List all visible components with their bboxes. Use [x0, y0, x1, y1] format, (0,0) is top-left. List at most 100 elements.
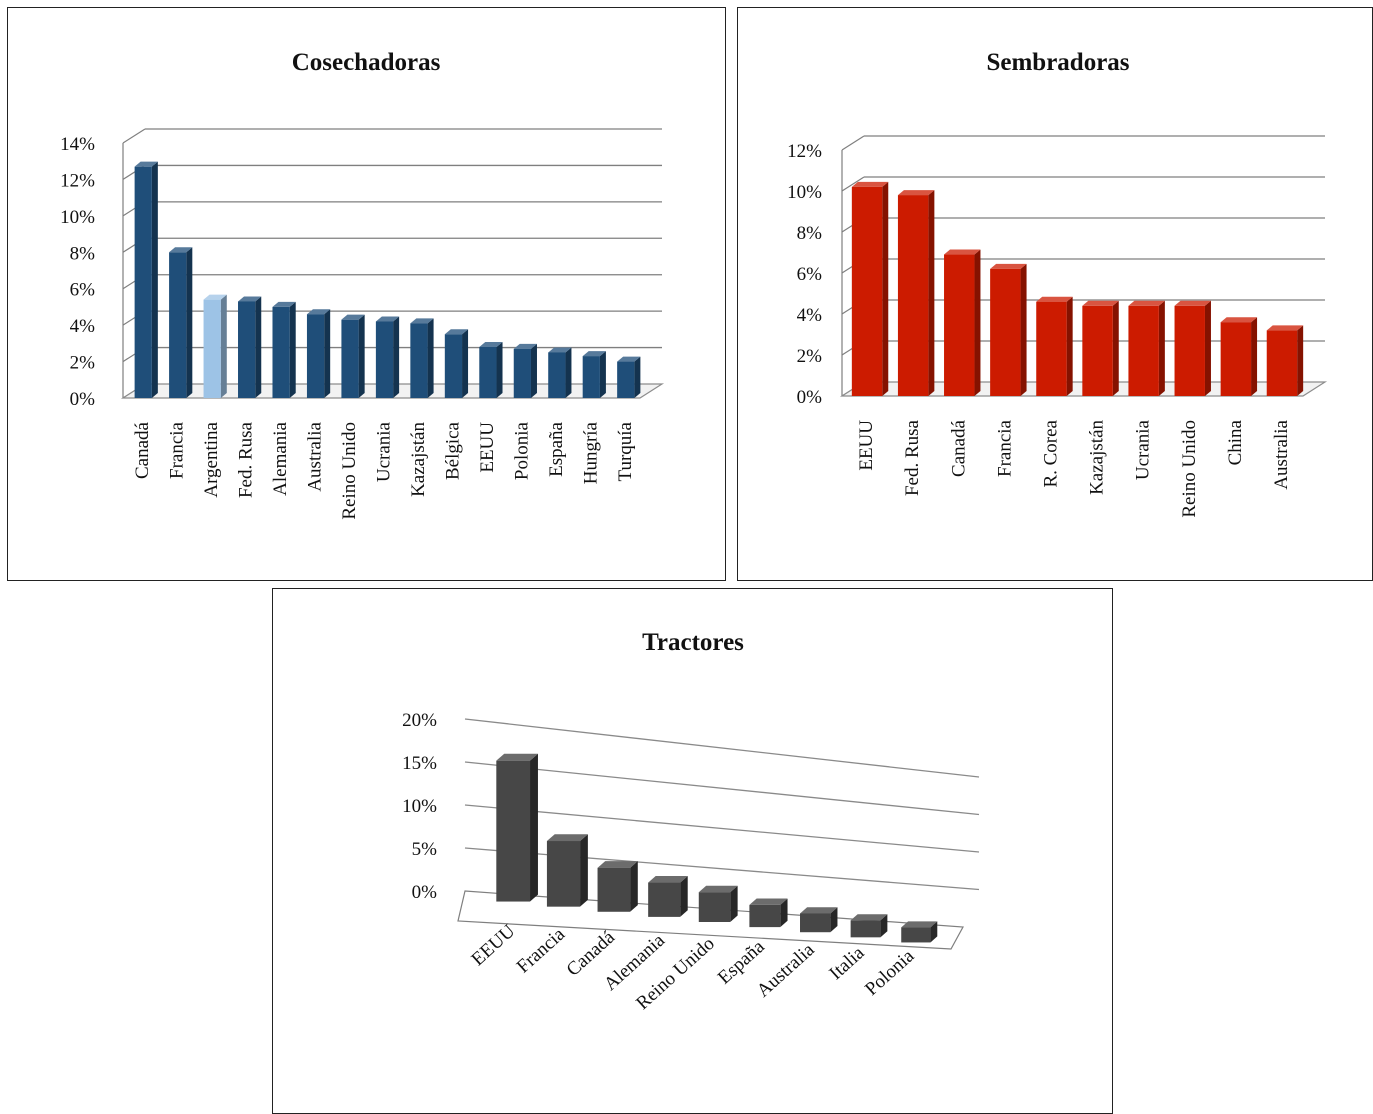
bar: [479, 342, 503, 398]
bar: [749, 898, 788, 928]
bar-top: [1174, 300, 1211, 306]
bar-front: [850, 920, 881, 938]
bar-top: [1128, 300, 1165, 306]
category-label: EEUU: [468, 920, 520, 970]
category-label: EEUU: [856, 420, 877, 471]
y-tick-label: 15%: [402, 753, 437, 774]
bar-side: [151, 161, 158, 398]
bar-side: [1204, 300, 1211, 396]
gridline: [464, 718, 980, 778]
bar: [169, 247, 193, 398]
category-label: Australia: [1271, 419, 1292, 489]
bar-front: [1036, 301, 1067, 396]
category-label: Fed. Rusa: [236, 421, 257, 498]
bars: [496, 753, 938, 943]
bar: [851, 181, 889, 396]
bar: [800, 907, 838, 933]
y-tick-label: 14%: [60, 134, 95, 155]
bar-top: [272, 301, 296, 307]
bar: [944, 249, 981, 396]
bar-side: [324, 309, 331, 398]
category-label: Bélgica: [442, 421, 463, 480]
bar-top: [548, 347, 572, 353]
bar-front: [582, 356, 600, 398]
bar-front: [546, 841, 581, 907]
y-tick-label: 20%: [402, 710, 437, 731]
bar-side: [496, 342, 503, 398]
bar: [546, 834, 588, 907]
category-label: China: [1225, 419, 1246, 465]
bar-front: [990, 268, 1021, 396]
chart-panel-cosechadoras: Cosechadoras 0% 2% 4% 6% 8% 10% 12% 14% Canadá Fr…: [7, 7, 726, 581]
category-label: R. Corea: [1040, 419, 1061, 487]
y-tick-label: 0%: [412, 882, 438, 903]
chart-title: Tractores: [642, 629, 744, 656]
category-label: Francia: [167, 421, 188, 479]
bar-side: [530, 343, 537, 398]
bar-side: [1112, 300, 1119, 396]
category-label: Reino Unido: [1179, 420, 1200, 518]
bar-side: [427, 318, 434, 398]
bar-top: [851, 181, 889, 187]
y-tick-label: 2%: [797, 346, 823, 367]
bar-top: [1082, 300, 1119, 306]
bar: [1266, 325, 1304, 396]
bar-front: [901, 927, 931, 943]
chart-title: Cosechadoras: [292, 49, 441, 76]
bar: [306, 309, 331, 398]
y-tick-label: 0%: [797, 387, 823, 408]
bar-side: [580, 834, 588, 907]
bar-front: [1128, 305, 1159, 396]
bar-side: [882, 181, 889, 396]
bar-side: [565, 347, 572, 398]
bar-top: [897, 190, 935, 196]
bar-side: [974, 249, 981, 396]
bar: [341, 314, 365, 398]
bar-front: [1082, 305, 1113, 396]
bar: [597, 861, 638, 912]
bar-front: [479, 347, 497, 398]
category-label: Fed. Rusa: [902, 419, 923, 496]
bar-front: [749, 904, 781, 928]
bar-top: [341, 314, 365, 320]
bar: [238, 296, 262, 398]
bar-top: [1036, 296, 1073, 302]
bar-side: [530, 753, 538, 902]
bar-side: [830, 907, 838, 933]
bar-side: [1020, 263, 1027, 396]
bar: [272, 301, 296, 398]
bar-front: [444, 334, 463, 398]
bar-top: [850, 914, 888, 921]
bar: [648, 875, 688, 917]
bar-front: [238, 301, 256, 398]
bar: [897, 190, 935, 396]
bar-front: [897, 195, 929, 396]
bar-front: [597, 867, 631, 912]
bar: [513, 343, 537, 398]
bar-side: [634, 356, 641, 398]
bar: [134, 161, 158, 398]
bar: [901, 921, 938, 943]
bar-top: [617, 356, 641, 362]
bar-top: [546, 834, 588, 842]
bar-side: [1158, 300, 1165, 396]
bar-top: [597, 861, 638, 868]
y-tick-label: 12%: [60, 170, 95, 191]
gridline: [464, 847, 980, 891]
bar: [990, 263, 1027, 396]
bar-top: [698, 885, 738, 893]
chart-panel-sembradoras: Sembradoras 0% 2% 4% 6% 8% 10% 12% EEUU Fed. Rus…: [737, 7, 1373, 581]
category-label: Kazajstán: [1087, 420, 1108, 495]
category-label: Australia: [305, 421, 326, 491]
bar-side: [1251, 317, 1258, 396]
bar: [410, 318, 434, 398]
bar: [1220, 317, 1258, 396]
bar-front: [851, 186, 883, 396]
y-tick-label: 10%: [787, 182, 822, 203]
category-label: España: [546, 421, 567, 476]
bar: [1174, 300, 1211, 396]
bar-side: [255, 296, 262, 398]
bar: [548, 347, 572, 398]
bar-side: [680, 875, 688, 917]
gridline: [464, 804, 980, 853]
